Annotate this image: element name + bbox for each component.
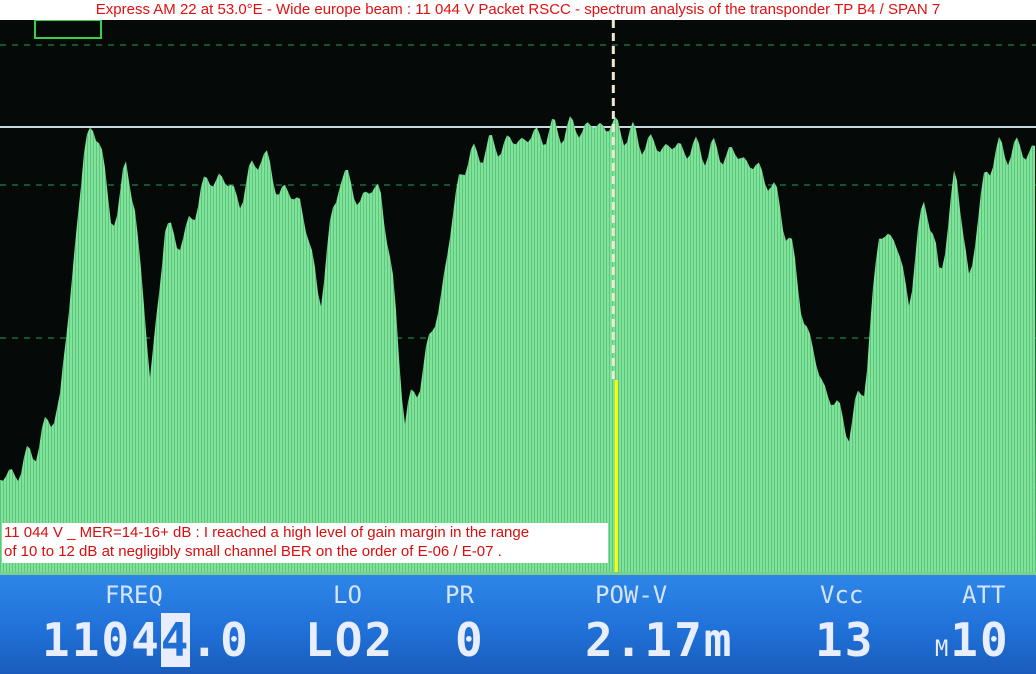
caption-title: Express AM 22 at 53.0°E - Wide europe be…: [0, 0, 1036, 20]
freq-value[interactable]: 11044.0: [42, 613, 250, 667]
vcc-value: 13: [815, 613, 875, 667]
spectrum-chart: [0, 19, 1036, 572]
battery-icon: [34, 19, 102, 39]
pr-label: PR: [445, 581, 474, 609]
spectrum-trace: [0, 116, 1036, 572]
pow-label: POW-V: [595, 581, 668, 609]
lo-label: LO: [333, 581, 362, 609]
att-prefix: M: [935, 637, 951, 662]
lo-value: LO2: [305, 613, 395, 667]
status-panel: FREQ 11044.0 LO LO2 PR 0 POW-V 2.17m Vcc…: [0, 572, 1036, 674]
vcc-label: Vcc: [820, 581, 864, 609]
att-value: M10: [935, 613, 1010, 667]
annotation-line-2: of 10 to 12 dB at negligibly small chann…: [4, 543, 502, 560]
annotation-line-1: 11 044 V _ MER=14-16+ dB : I reached a h…: [4, 524, 530, 541]
freq-decimal: .0: [190, 613, 250, 667]
freq-label: FREQ: [105, 581, 163, 609]
att-label: ATT: [962, 581, 1006, 609]
pr-value: 0: [455, 613, 485, 667]
pow-value: 2.17m: [585, 613, 734, 667]
freq-digits: 1104: [42, 613, 161, 667]
annotation-box: 11 044 V _ MER=14-16+ dB : I reached a h…: [2, 523, 608, 563]
spectrum-display: [0, 19, 1036, 572]
att-number: 10: [950, 613, 1010, 667]
freq-cursor-digit[interactable]: 4: [160, 613, 191, 667]
